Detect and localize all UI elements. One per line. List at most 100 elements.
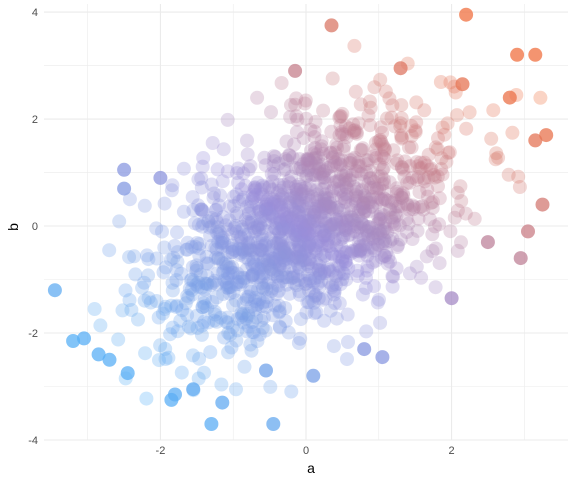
scatter-point (363, 171, 378, 186)
scatter-point (302, 193, 317, 208)
scatter-point (238, 250, 253, 265)
scatter-point (256, 262, 271, 277)
scatter-point (258, 238, 273, 253)
scatter-point (288, 205, 303, 220)
scatter-point (115, 303, 130, 318)
scatter-point (187, 216, 202, 231)
scatter-point (170, 245, 185, 260)
scatter-point (299, 201, 314, 216)
scatter-point (462, 105, 477, 120)
x-tick-label: 2 (448, 445, 454, 457)
scatter-point (158, 299, 173, 314)
scatter-point (338, 254, 353, 269)
scatter-point (267, 298, 282, 313)
scatter-point (292, 177, 307, 192)
scatter-point (320, 261, 335, 276)
scatter-point (327, 175, 342, 190)
scatter-point (321, 191, 336, 206)
scatter-point (350, 242, 365, 257)
scatter-point (386, 143, 401, 158)
scatter-point (286, 202, 301, 217)
scatter-point (289, 109, 304, 124)
scatter-point (245, 325, 260, 339)
scatter-point (406, 202, 421, 217)
scatter-point (204, 177, 219, 192)
scatter-point (258, 199, 273, 214)
scatter-point (330, 158, 345, 173)
scatter-point (180, 288, 195, 303)
scatter-point (291, 260, 306, 275)
scatter-point (349, 125, 364, 140)
scatter-point (282, 241, 297, 256)
scatter-point (413, 161, 427, 176)
scatter-point (128, 267, 143, 282)
scatter-point (322, 169, 337, 183)
scatter-point (502, 90, 517, 105)
scatter-point (232, 247, 247, 262)
scatter-point (265, 174, 280, 189)
scatter-point (246, 191, 261, 206)
scatter-point (339, 211, 354, 226)
scatter-point (338, 223, 353, 238)
scatter-point (112, 214, 127, 229)
y-tick-label: -4 (28, 435, 38, 447)
scatter-point (164, 298, 179, 313)
scatter-point (370, 216, 385, 231)
scatter-point (341, 228, 356, 243)
scatter-point (264, 207, 279, 222)
scatter-point (229, 293, 243, 308)
scatter-point (253, 211, 268, 226)
scatter-point (190, 236, 205, 250)
scatter-point (254, 299, 269, 314)
scatter-point (276, 219, 290, 234)
scatter-point (236, 296, 251, 311)
scatter-point (237, 271, 252, 286)
scatter-point (192, 351, 207, 366)
scatter-point (329, 201, 344, 215)
scatter-point (311, 220, 326, 235)
scatter-point (336, 168, 351, 183)
scatter-point (141, 291, 156, 306)
scatter-point (203, 345, 218, 360)
scatter-point (324, 18, 339, 33)
scatter-point (265, 251, 280, 266)
scatter-point (276, 241, 291, 256)
scatter-point (192, 237, 207, 251)
scatter-point (312, 259, 327, 273)
scatter-point (238, 212, 253, 227)
scatter-point (298, 228, 313, 242)
scatter-point (409, 115, 424, 130)
scatter-point (235, 308, 250, 323)
scatter-point (289, 219, 304, 234)
scatter-point (189, 261, 204, 276)
scatter-point (279, 248, 294, 263)
scatter-point (234, 231, 249, 246)
scatter-point (272, 258, 287, 273)
scatter-point (365, 189, 380, 204)
scatter-point (272, 298, 287, 313)
scatter-point (261, 275, 276, 290)
scatter-point (275, 187, 290, 202)
scatter-point (264, 166, 279, 181)
scatter-point (335, 126, 350, 141)
scatter-point (288, 250, 303, 265)
scatter-point (189, 263, 204, 278)
scatter-point (210, 215, 225, 230)
scatter-point (264, 105, 278, 120)
scatter-point (377, 151, 392, 166)
scatter-point (207, 313, 222, 328)
scatter-point (351, 221, 366, 236)
scatter-point (231, 241, 246, 256)
scatter-point (307, 124, 322, 139)
scatter-point (298, 273, 312, 288)
scatter-point (298, 218, 313, 233)
scatter-point (234, 182, 249, 197)
scatter-point (303, 182, 318, 196)
scatter-point (299, 196, 314, 211)
scatter-point (178, 296, 193, 311)
scatter-point (315, 157, 329, 172)
scatter-point (245, 270, 260, 284)
scatter-point (304, 211, 319, 226)
scatter-point (293, 331, 308, 346)
scatter-point (274, 214, 289, 229)
